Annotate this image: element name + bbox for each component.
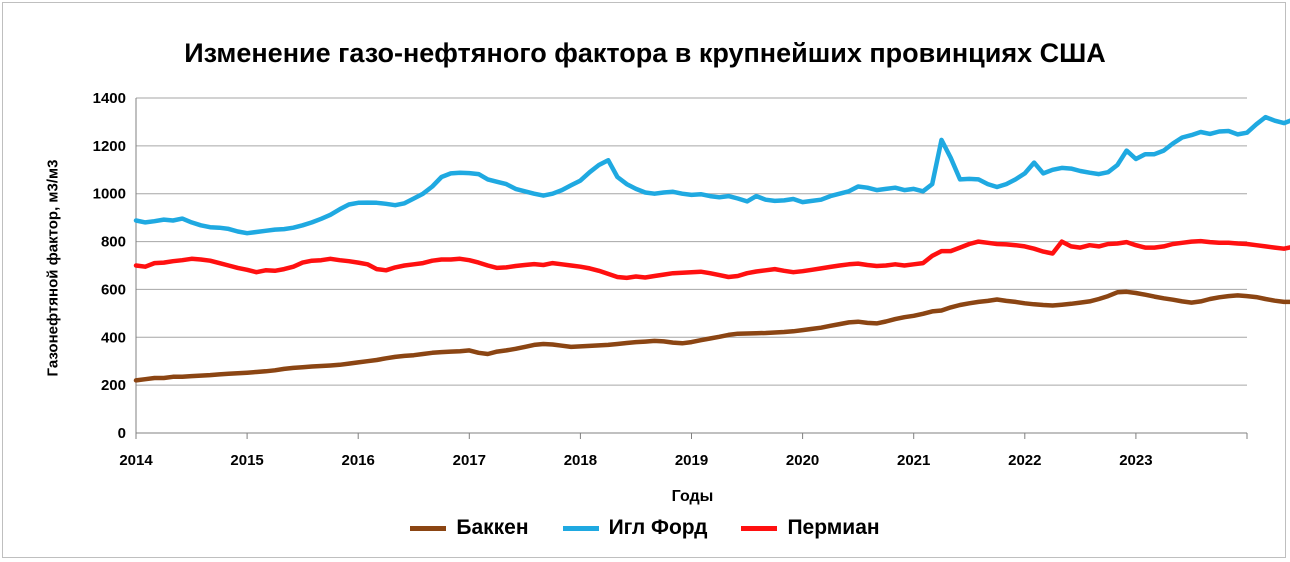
y-tick-label: 1200: [93, 138, 126, 155]
legend-label-bakken: Баккен: [456, 516, 529, 539]
x-axis-label: Годы: [671, 488, 714, 505]
legend: Баккен Игл Форд Пермиан: [0, 516, 1290, 540]
x-tick-label: 2017: [453, 452, 486, 469]
y-tick-label: 400: [101, 329, 126, 346]
y-tick-label: 0: [118, 425, 126, 442]
x-tick-label: 2022: [1008, 452, 1041, 469]
series-line-permian: [133, 238, 1290, 281]
legend-item-eagle-ford: Игл Форд: [562, 516, 708, 540]
y-tick-label: 1400: [93, 90, 126, 107]
legend-item-bakken: Баккен: [410, 516, 529, 540]
x-tick-label: 2020: [786, 452, 819, 469]
y-tick-label: 600: [101, 281, 126, 298]
legend-swatch-bakken: [410, 525, 447, 531]
series-line-eagle-ford: [133, 114, 1290, 236]
x-tick-label: 2023: [1119, 452, 1152, 469]
x-tick-label: 2016: [342, 452, 375, 469]
legend-item-permian: Пермиан: [741, 516, 880, 540]
legend-swatch-permian: [741, 525, 778, 531]
y-tick-label: 1000: [93, 186, 126, 203]
chart-title: Изменение газо-нефтяного фактора в крупн…: [184, 38, 1106, 68]
x-tick-label: 2014: [119, 452, 153, 469]
x-tick-label: 2019: [675, 452, 708, 469]
series-line-bakken: [133, 289, 1290, 383]
legend-label-permian: Пермиан: [787, 516, 880, 539]
legend-swatch-eagle-ford: [562, 525, 599, 531]
x-tick-label: 2021: [897, 452, 930, 469]
x-tick-label: 2018: [564, 452, 597, 469]
x-tick-label: 2015: [230, 452, 263, 469]
y-tick-label: 200: [101, 377, 126, 394]
y-tick-label: 800: [101, 234, 126, 251]
legend-label-eagle-ford: Игл Форд: [608, 516, 708, 539]
